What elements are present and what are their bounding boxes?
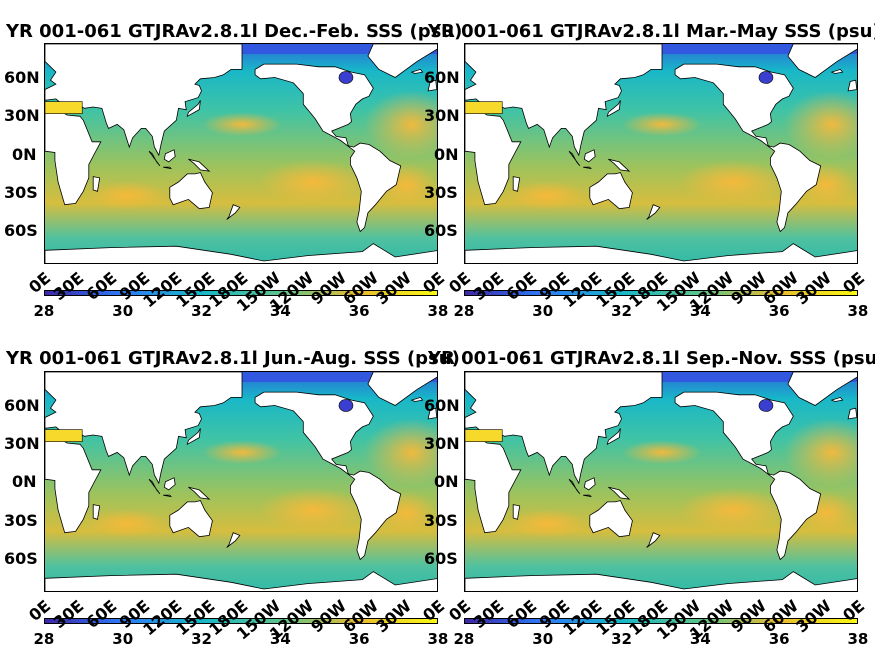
lon-label: 30W: [372, 596, 416, 637]
colorbar-tick-label: 38: [427, 630, 449, 648]
colorbar-tick-label: 38: [427, 302, 449, 320]
colorbar-tick-label: 30: [112, 302, 134, 320]
panel-title: YR 001-061 GTJRAv2.8.1l Mar.-May SSS (ps…: [428, 21, 875, 42]
lat-label: 0N: [434, 472, 459, 491]
lat-label: 60S: [424, 549, 458, 568]
lat-label: 30N: [4, 434, 40, 453]
colorbar-tick-label: 32: [611, 302, 632, 320]
colorbar-tick-label: 28: [33, 630, 55, 648]
sss-map-graphic: [465, 44, 857, 263]
lon-label: 60E: [82, 596, 120, 633]
sss-map: [44, 371, 438, 592]
colorbar-tick-label: 28: [453, 302, 475, 320]
colorbar-tick-label: 34: [269, 630, 291, 648]
lon-label: 90W: [306, 596, 350, 637]
colorbar-tick-label: 36: [768, 302, 790, 320]
colorbar: [464, 618, 858, 624]
panel-title: YR 001-061 GTJRAv2.8.1l Jun.-Aug. SSS (p…: [6, 348, 460, 369]
lat-label: 30S: [4, 511, 38, 530]
lat-label: 60N: [424, 396, 460, 415]
lon-label: 90W: [726, 596, 770, 637]
colorbar-tick-label: 30: [532, 302, 554, 320]
colorbar-tick-label: 36: [348, 302, 370, 320]
lat-label: 0N: [12, 472, 37, 491]
lat-label: 30N: [4, 106, 40, 125]
lon-label: 30E: [49, 596, 88, 633]
lon-label: 90W: [726, 268, 770, 309]
panel-title: YR 001-061 GTJRAv2.8.1l Sep.-Nov. SSS (p…: [428, 348, 875, 369]
lat-label: 60S: [424, 221, 458, 240]
lat-label: 30S: [4, 183, 38, 202]
colorbar-tick-label: 36: [348, 630, 370, 648]
lon-label: 30W: [372, 268, 416, 309]
lon-label: 30E: [469, 268, 508, 305]
panel-title: YR 001-061 GTJRAv2.8.1l Dec.-Feb. SSS (p…: [6, 21, 463, 42]
sss-map-graphic: [465, 372, 857, 591]
lon-label: 90W: [306, 268, 350, 309]
colorbar-tick-label: 30: [112, 630, 134, 648]
colorbar-tick-label: 38: [847, 630, 869, 648]
sss-map-graphic: [45, 372, 437, 591]
colorbar-tick-label: 32: [191, 630, 212, 648]
lat-label: 0N: [12, 145, 37, 164]
lat-label: 60N: [424, 68, 460, 87]
colorbar-tick-label: 34: [269, 302, 291, 320]
sss-map-graphic: [45, 44, 437, 263]
lon-label: 30E: [469, 596, 508, 633]
lat-label: 60N: [4, 396, 40, 415]
sss-map: [464, 371, 858, 592]
colorbar-tick-label: 28: [33, 302, 55, 320]
sss-map: [44, 43, 438, 264]
lon-label: 30W: [792, 596, 836, 637]
colorbar-tick-label: 32: [191, 302, 212, 320]
lon-label: 60E: [502, 596, 540, 633]
lat-label: 30S: [424, 183, 458, 202]
lat-label: 60S: [4, 549, 38, 568]
colorbar: [44, 618, 438, 624]
colorbar-tick-label: 38: [847, 302, 869, 320]
colorbar-tick-label: 30: [532, 630, 554, 648]
lat-label: 30N: [424, 434, 460, 453]
lat-label: 30S: [424, 511, 458, 530]
lon-label: 60E: [82, 268, 120, 305]
lon-label: 60E: [502, 268, 540, 305]
colorbar-tick-label: 34: [689, 630, 711, 648]
lat-label: 60S: [4, 221, 38, 240]
colorbar-tick-label: 34: [689, 302, 711, 320]
lat-label: 60N: [4, 68, 40, 87]
sss-map: [464, 43, 858, 264]
lon-label: 30E: [49, 268, 88, 305]
lat-label: 0N: [434, 145, 459, 164]
colorbar: [464, 290, 858, 296]
colorbar-tick-label: 32: [611, 630, 632, 648]
colorbar-tick-label: 36: [768, 630, 790, 648]
lat-label: 30N: [424, 106, 460, 125]
colorbar-tick-label: 28: [453, 630, 475, 648]
colorbar: [44, 290, 438, 296]
lon-label: 30W: [792, 268, 836, 309]
